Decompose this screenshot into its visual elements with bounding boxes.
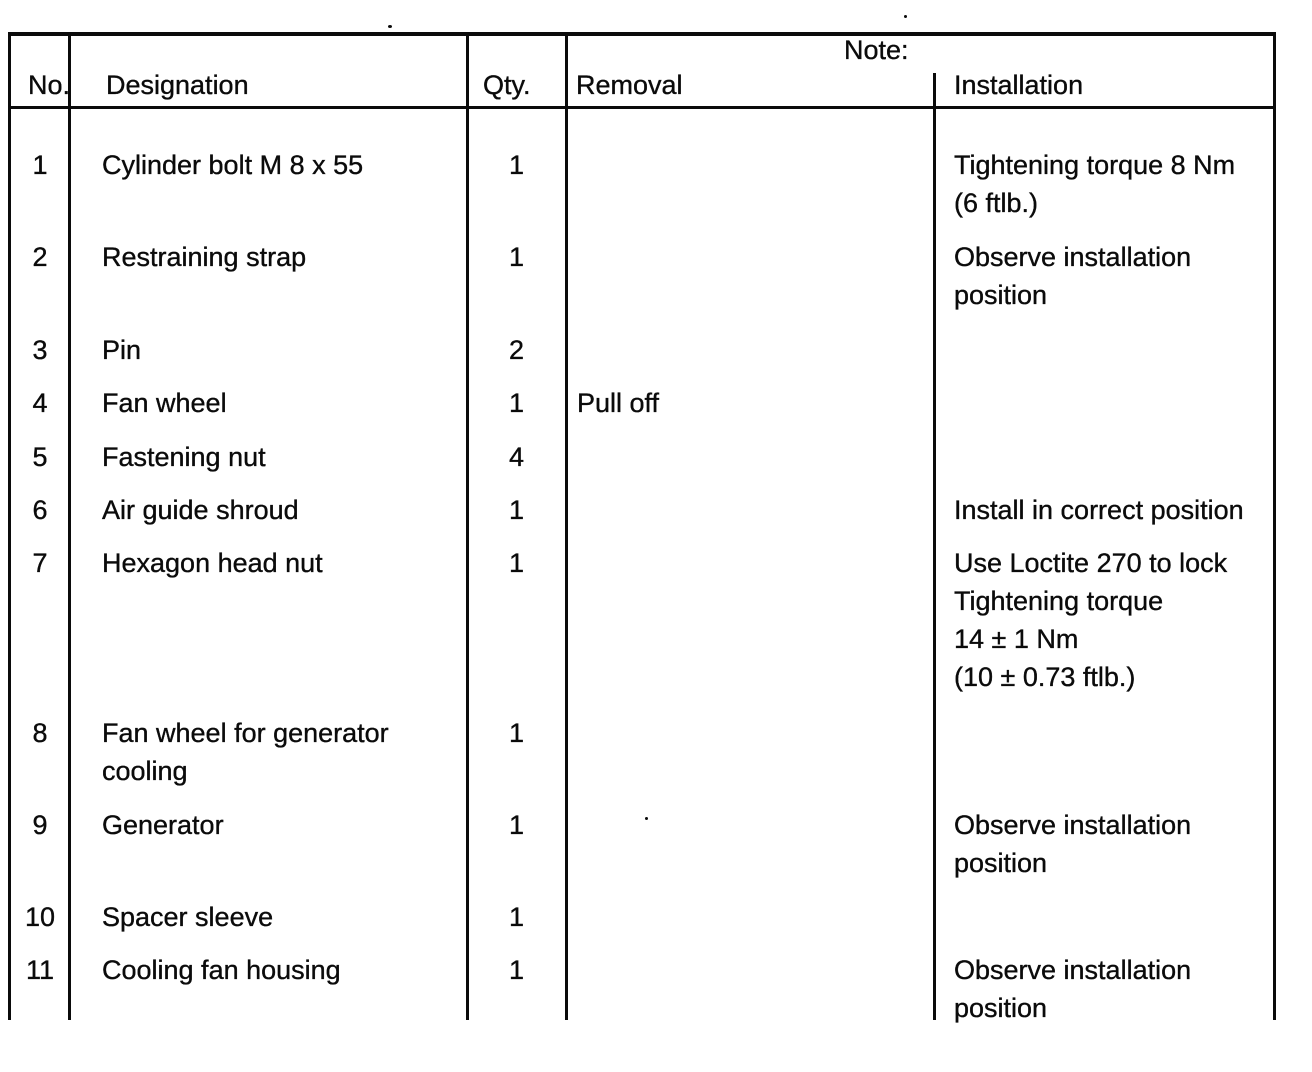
cell-no: 8	[32, 718, 48, 748]
cell-no: 7	[32, 548, 48, 578]
cell-qty: 1	[508, 548, 525, 578]
cell-designation: Fastening nut	[102, 442, 266, 472]
cell-qty: 1	[508, 955, 525, 985]
column-header-no: No.	[28, 70, 71, 100]
column-header-removal: Removal	[576, 70, 683, 100]
cell-no: 1	[32, 150, 48, 180]
header-divider-line	[8, 106, 1276, 109]
cell-no: 2	[32, 242, 48, 272]
column-divider-qty	[565, 32, 568, 1020]
cell-designation: Pin	[102, 335, 142, 365]
scan-speck	[645, 817, 648, 820]
table-border-top	[8, 32, 1276, 36]
cell-designation: Hexagon head nut	[102, 548, 323, 578]
column-header-qty: Qty.	[483, 70, 531, 100]
cell-qty: 1	[508, 495, 525, 525]
cell-installation: Install in correct position	[954, 495, 1244, 525]
cell-qty: 4	[508, 442, 525, 472]
cell-designation: Generator	[102, 810, 224, 840]
cell-removal: Pull off	[577, 388, 660, 418]
cell-qty: 1	[508, 810, 525, 840]
cell-qty: 2	[508, 335, 525, 365]
note-header: Note:	[844, 35, 909, 65]
column-divider-designation	[466, 32, 469, 1020]
cell-no: 4	[32, 388, 48, 418]
cell-installation: Observe installation position	[954, 242, 1192, 310]
column-header-installation: Installation	[954, 70, 1084, 100]
cell-qty: 1	[508, 150, 525, 180]
cell-no: 9	[32, 810, 48, 840]
column-header-designation: Designation	[106, 70, 249, 100]
cell-no: 5	[32, 442, 48, 472]
cell-no: 10	[24, 902, 56, 932]
cell-installation: Observe installation position	[954, 810, 1192, 878]
cell-no: 3	[32, 335, 48, 365]
cell-qty: 1	[508, 902, 525, 932]
cell-designation: Cooling fan housing	[102, 955, 341, 985]
column-divider-removal	[933, 73, 936, 1020]
cell-installation: Tightening torque 8 Nm (6 ftlb.)	[954, 150, 1236, 218]
cell-designation: Air guide shroud	[102, 495, 299, 525]
scan-speck	[388, 25, 392, 28]
column-divider-no	[68, 32, 71, 1020]
cell-qty: 1	[508, 718, 525, 748]
cell-installation: Use Loctite 270 to lock Tightening torqu…	[954, 548, 1228, 692]
cell-designation: Spacer sleeve	[102, 902, 274, 932]
cell-designation: Fan wheel	[102, 388, 227, 418]
table-border-right	[1273, 32, 1276, 1020]
table-border-left	[8, 32, 11, 1020]
cell-qty: 1	[508, 388, 525, 418]
cell-designation: Fan wheel for generator cooling	[102, 718, 389, 786]
cell-designation: Restraining strap	[102, 242, 307, 272]
cell-qty: 1	[508, 242, 525, 272]
scan-speck	[904, 15, 907, 18]
cell-designation: Cylinder bolt M 8 x 55	[102, 150, 364, 180]
cell-no: 11	[25, 955, 55, 985]
cell-no: 6	[32, 495, 48, 525]
cell-installation: Observe installation position	[954, 955, 1192, 1023]
